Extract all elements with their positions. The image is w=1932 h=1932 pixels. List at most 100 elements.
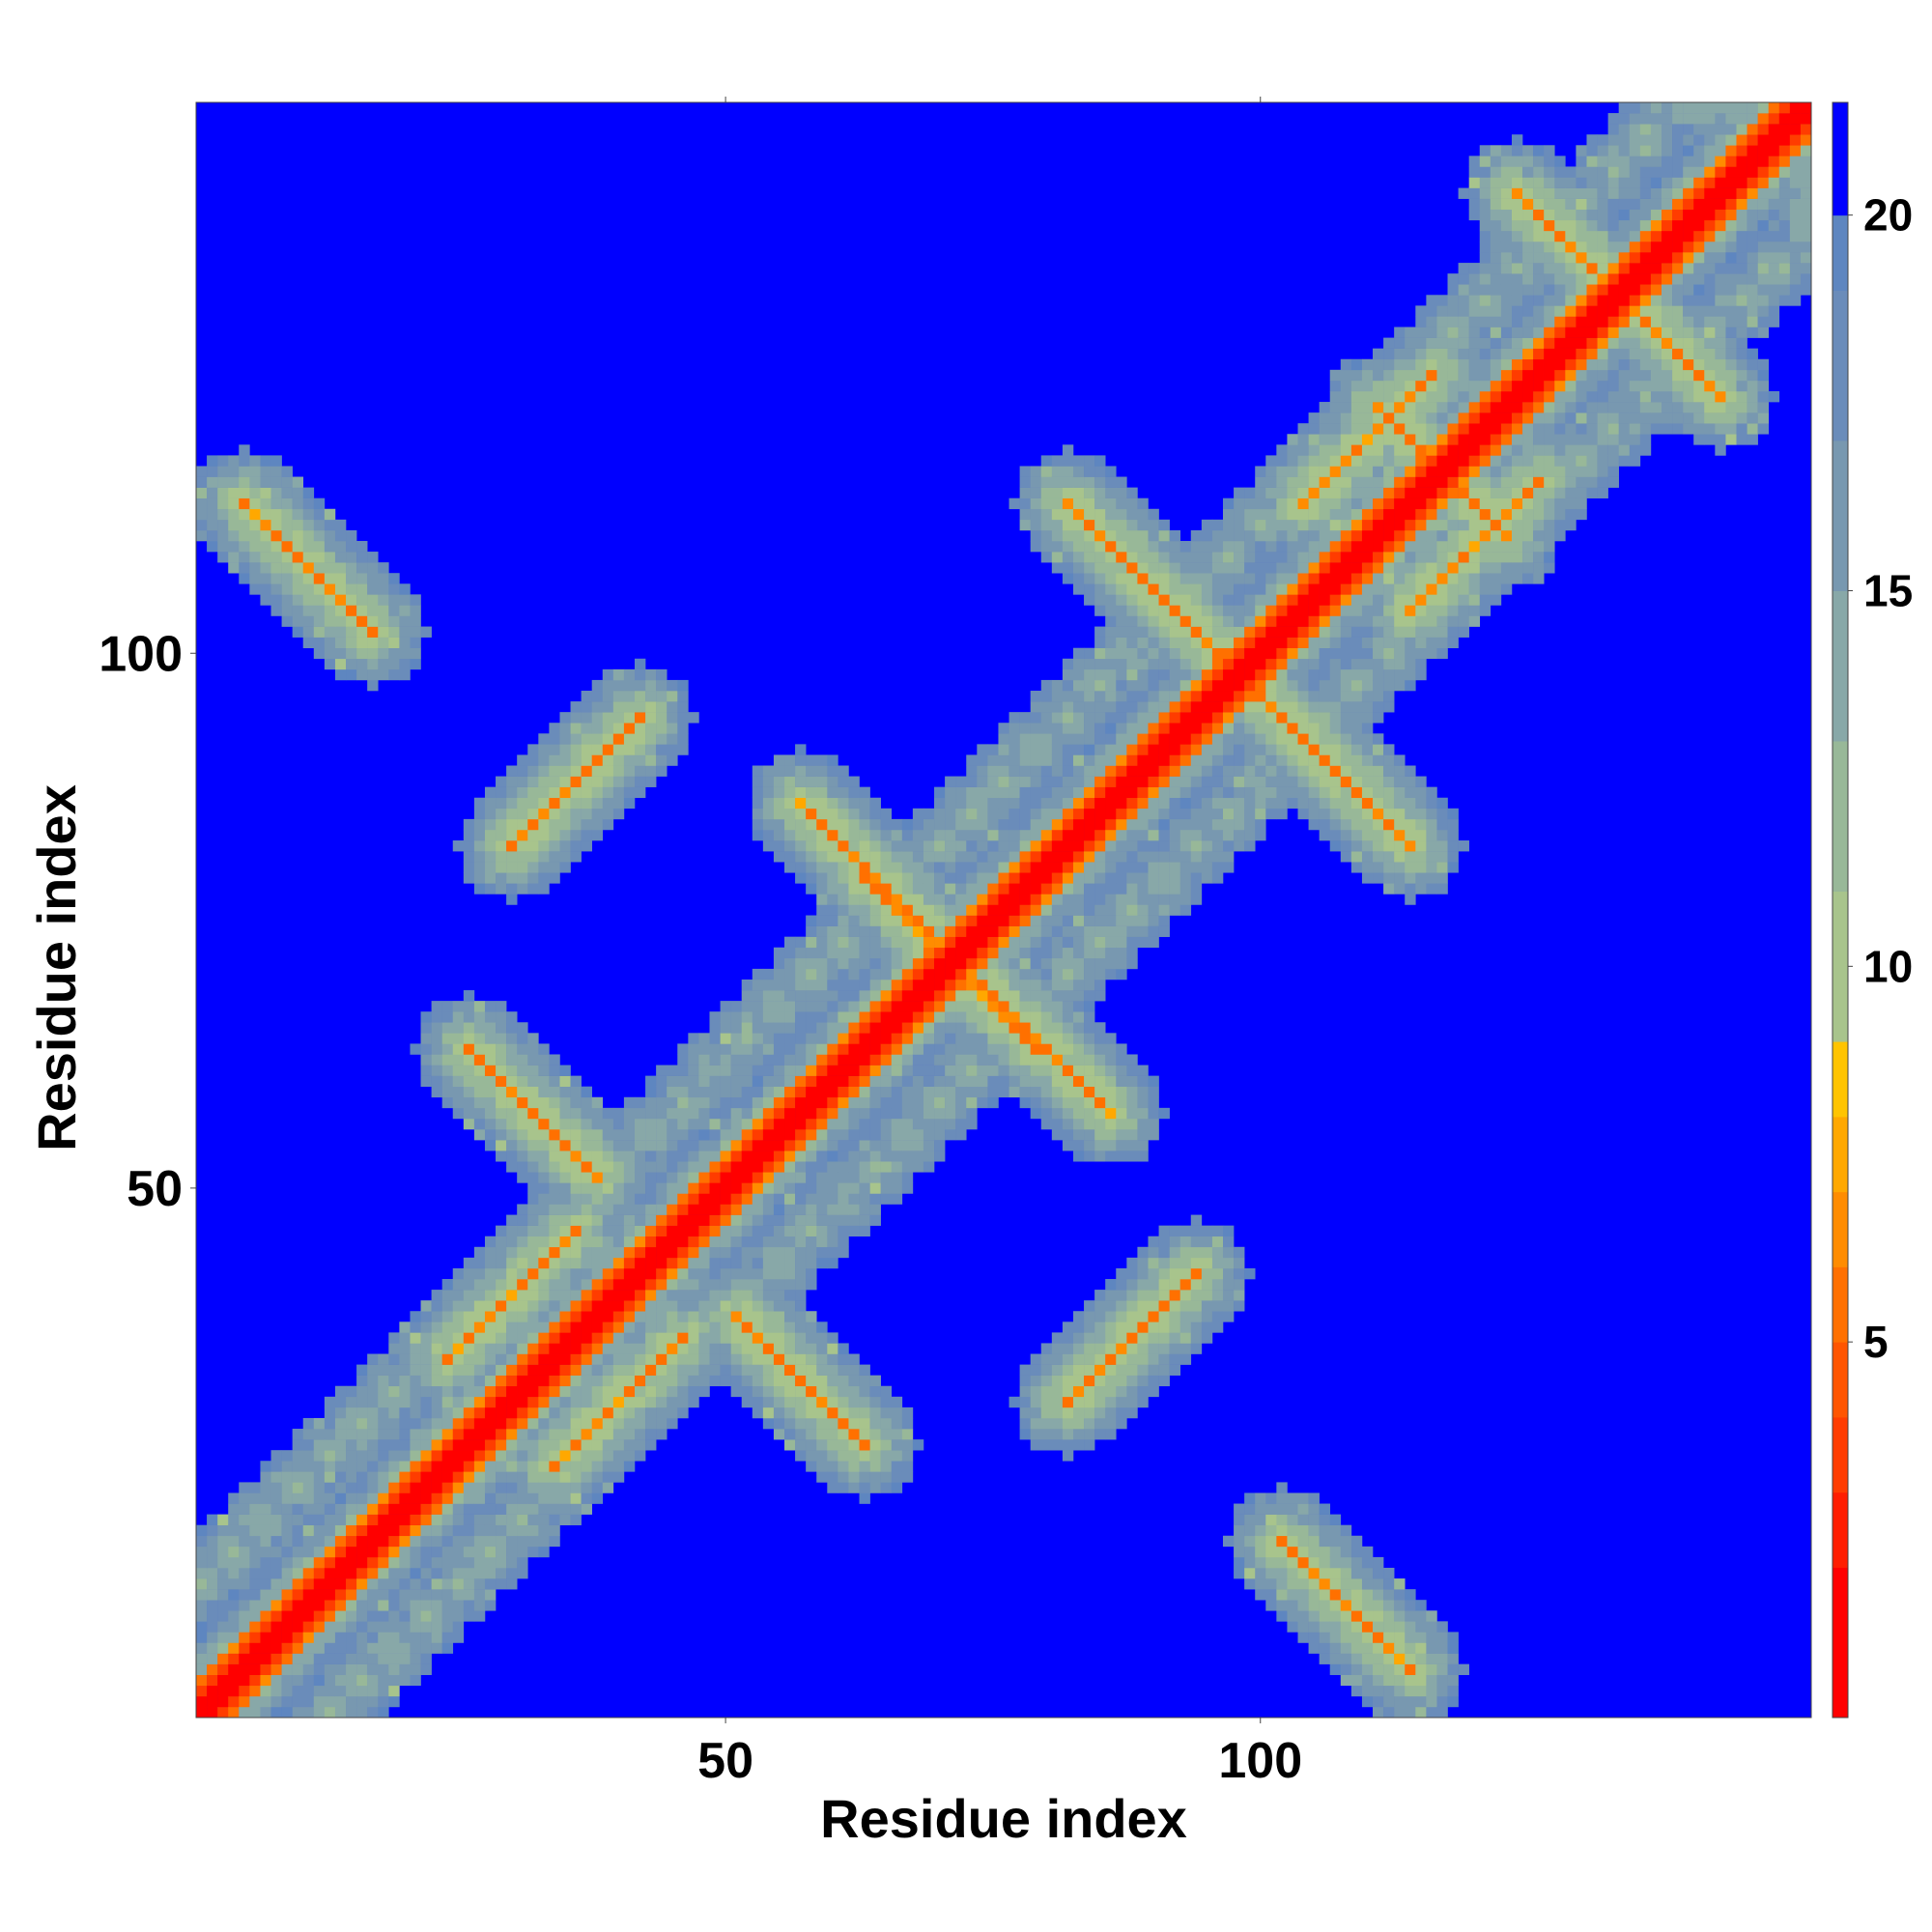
heatmap-cell (945, 808, 956, 820)
heatmap-cell (1072, 497, 1085, 510)
heatmap-cell (538, 1461, 550, 1472)
heatmap-cell (891, 1429, 903, 1440)
heatmap-cell (1137, 1065, 1149, 1076)
heatmap-cell (549, 1225, 560, 1237)
heatmap-cell (549, 1182, 560, 1194)
heatmap-cell (1030, 1096, 1042, 1109)
heatmap-cell (923, 1001, 935, 1012)
heatmap-cell (1201, 829, 1213, 841)
heatmap-cell (762, 1086, 775, 1098)
heatmap-cell (1030, 701, 1042, 713)
heatmap-cell (645, 1204, 657, 1215)
heatmap-cell (752, 1033, 764, 1044)
heatmap-cell (966, 797, 978, 810)
heatmap-cell (891, 1096, 903, 1109)
heatmap-cell (570, 1182, 582, 1194)
heatmap-cell (410, 1600, 421, 1611)
heatmap-cell (207, 487, 218, 498)
heatmap-cell (399, 1396, 411, 1408)
heatmap-cell (1211, 840, 1224, 852)
heatmap-cell (784, 754, 796, 766)
heatmap-cell (581, 1225, 592, 1237)
heatmap-cell (1105, 776, 1117, 787)
heatmap-cell (324, 605, 336, 616)
heatmap-cell (1211, 765, 1224, 777)
heatmap-cell (1051, 691, 1064, 702)
heatmap-cell (966, 786, 978, 799)
heatmap-cell (1062, 947, 1074, 959)
heatmap-cell (452, 1621, 465, 1633)
heatmap-cell (656, 1267, 668, 1280)
heatmap-cell (773, 851, 785, 863)
heatmap-cell (912, 1128, 924, 1141)
heatmap-cell (1116, 1406, 1127, 1419)
heatmap-cell (473, 1524, 486, 1537)
heatmap-cell (324, 1546, 336, 1558)
heatmap-cell (816, 1022, 828, 1034)
heatmap-cell (1222, 733, 1235, 745)
heatmap-cell (517, 1107, 528, 1120)
heatmap-cell (473, 1503, 486, 1515)
heatmap-cell (827, 851, 838, 863)
heatmap-cell (1116, 818, 1127, 831)
heatmap-cell (367, 1556, 379, 1569)
heatmap-cell (292, 1621, 304, 1633)
heatmap-cell (207, 455, 218, 467)
heatmap-cell (1105, 1343, 1117, 1354)
heatmap-cell (698, 1107, 710, 1120)
heatmap-cell (987, 786, 999, 799)
heatmap-cell (934, 1096, 946, 1109)
heatmap-cell (966, 829, 978, 841)
heatmap-cell (869, 1461, 881, 1472)
heatmap-cell (1179, 562, 1192, 574)
heatmap-cell (1009, 786, 1020, 799)
heatmap-cell (1169, 1311, 1180, 1322)
heatmap-cell (838, 1406, 849, 1419)
heatmap-cell (1244, 754, 1256, 766)
heatmap-cell (506, 1406, 518, 1419)
heatmap-cell (324, 1600, 336, 1611)
heatmap-cell (634, 701, 646, 713)
heatmap-cell (538, 1225, 550, 1237)
heatmap-cell (420, 1514, 432, 1525)
heatmap-cell (1137, 1140, 1149, 1151)
heatmap-cell (1094, 925, 1106, 937)
heatmap-cell (848, 1353, 860, 1365)
heatmap-cell (1287, 1610, 1298, 1622)
heatmap-cell (752, 1128, 764, 1141)
heatmap-cell (848, 1214, 860, 1226)
heatmap-cell (334, 1653, 347, 1664)
heatmap-cell (816, 1214, 828, 1226)
heatmap-cell (367, 573, 379, 584)
heatmap-cell (827, 1257, 838, 1269)
heatmap-cell (239, 444, 250, 456)
heatmap-cell (388, 605, 400, 616)
heatmap-cell (1040, 1417, 1053, 1430)
heatmap-cell (827, 776, 838, 787)
heatmap-cell (302, 1589, 315, 1601)
heatmap-cell (463, 862, 475, 873)
heatmap-cell (496, 1054, 507, 1065)
heatmap-cell (527, 1396, 539, 1408)
heatmap-cell (410, 626, 421, 638)
heatmap-cell (441, 1406, 454, 1419)
heatmap-cell (806, 851, 817, 863)
heatmap-cell (496, 1300, 507, 1312)
heatmap-cell (473, 1600, 486, 1611)
heatmap-cell (1051, 455, 1064, 467)
heatmap-cell (634, 1214, 646, 1226)
heatmap-cell (1105, 562, 1117, 574)
heatmap-cell (645, 1107, 657, 1120)
heatmap-cell (260, 1492, 271, 1504)
heatmap-cell (410, 1461, 421, 1472)
heatmap-cell (1062, 765, 1074, 777)
heatmap-cell (602, 1172, 614, 1183)
heatmap-cell (880, 990, 893, 1002)
heatmap-cell (998, 883, 1009, 895)
heatmap-cell (934, 1118, 946, 1130)
heatmap-cell (292, 1514, 304, 1525)
heatmap-cell (1051, 1343, 1064, 1354)
heatmap-cell (1019, 733, 1031, 745)
heatmap-cell (912, 1161, 924, 1173)
heatmap-cell (784, 765, 796, 777)
